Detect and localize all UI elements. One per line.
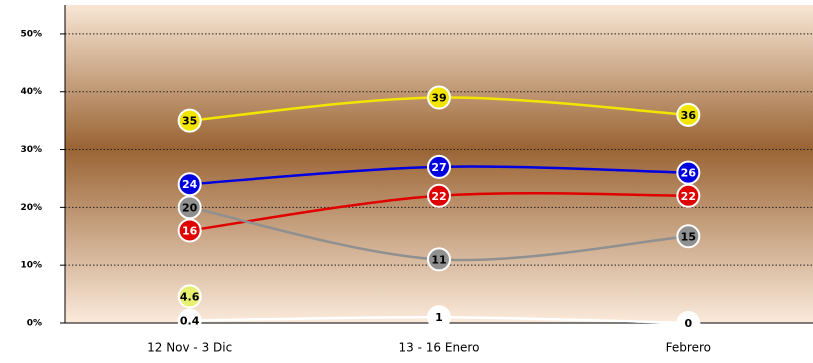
point-marker bbox=[427, 183, 451, 208]
data-label: 0.4 bbox=[180, 315, 200, 328]
point-marker bbox=[177, 218, 202, 243]
x-tick-label: 12 Nov - 3 Dic bbox=[147, 341, 232, 355]
data-label: 36 bbox=[681, 109, 697, 122]
data-label: 39 bbox=[431, 92, 446, 105]
data-label: 16 bbox=[182, 224, 198, 237]
point-marker bbox=[177, 308, 202, 333]
point-marker bbox=[177, 195, 202, 220]
point-marker bbox=[676, 160, 701, 185]
point-marker bbox=[676, 311, 701, 335]
point-marker bbox=[177, 108, 202, 133]
data-label: 4.6 bbox=[180, 290, 200, 303]
point-marker bbox=[676, 224, 701, 249]
y-tick-label: 50% bbox=[20, 29, 42, 39]
data-label: 26 bbox=[681, 167, 697, 180]
x-tick-label: 13 - 16 Enero bbox=[399, 341, 480, 355]
point-marker bbox=[427, 247, 451, 272]
y-tick-label: 20% bbox=[20, 203, 42, 213]
point-marker bbox=[427, 85, 451, 110]
data-label: 24 bbox=[182, 178, 198, 191]
data-label: 0 bbox=[685, 317, 693, 330]
y-tick-label: 0% bbox=[27, 319, 42, 329]
point-marker bbox=[427, 305, 451, 330]
point-marker bbox=[676, 102, 701, 127]
point-marker bbox=[177, 172, 202, 197]
data-label: 15 bbox=[681, 230, 696, 243]
data-label: 35 bbox=[182, 115, 197, 128]
data-label: 11 bbox=[431, 253, 446, 266]
y-tick-label: 10% bbox=[20, 261, 42, 271]
data-label: 27 bbox=[431, 161, 446, 174]
x-tick-label: Febrero bbox=[666, 341, 711, 355]
data-label: 20 bbox=[182, 201, 198, 214]
point-marker bbox=[676, 183, 701, 208]
y-tick-label: 30% bbox=[20, 145, 42, 155]
y-tick-label: 40% bbox=[20, 87, 42, 97]
data-label: 22 bbox=[431, 190, 446, 203]
data-label: 1 bbox=[435, 311, 443, 324]
point-marker bbox=[177, 284, 202, 309]
point-marker bbox=[427, 154, 451, 179]
data-label: 22 bbox=[681, 190, 696, 203]
